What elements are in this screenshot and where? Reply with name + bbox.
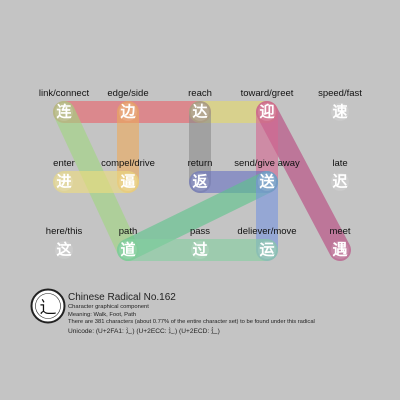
node-guo-char: 过: [192, 240, 208, 259]
radical-meaning: Meaning: Walk, Foot, Path: [68, 311, 137, 318]
radical-count-note: There are 381 characters (about 0.77% of…: [68, 319, 315, 325]
node-guo-marker: [191, 241, 209, 259]
node-jin-marker: [55, 173, 73, 191]
radical-unicode: Unicode: (U+2FA1: 辶) (U+2ECC: ⻌) (U+2ECD…: [68, 327, 220, 335]
nodes-layer: [55, 103, 349, 259]
node-ying-label: toward/greet: [240, 88, 294, 99]
node-yu-label: meet: [329, 226, 351, 237]
node-yun-marker: [258, 241, 276, 259]
node-jin-label: enter: [53, 158, 75, 169]
node-chi-label: late: [332, 158, 348, 169]
link-dao-song: [117, 171, 278, 261]
radical-emblem: 辶: [30, 288, 66, 324]
node-lian-char: 连: [56, 102, 72, 121]
node-su-label: speed/fast: [318, 88, 362, 99]
node-jin-char: 进: [56, 172, 72, 191]
node-ying-marker: [258, 103, 276, 121]
node-bi-marker: [119, 173, 137, 191]
radical-info: Chinese Radical No.162 Character graphic…: [68, 292, 394, 336]
node-fan-marker: [191, 173, 209, 191]
node-dao-char: 道: [120, 240, 136, 259]
node-da-char: 达: [192, 102, 208, 121]
node-da-label: reach: [188, 88, 212, 99]
emblem-glyph: 辶: [40, 298, 57, 318]
node-dao-label: path: [118, 226, 138, 237]
node-lian-label: link/connect: [38, 88, 90, 99]
node-yun-label: deliever/move: [237, 226, 297, 237]
node-zhe-marker: [55, 241, 73, 259]
node-bian-label: edge/side: [107, 88, 149, 99]
node-guo-label: pass: [189, 226, 211, 237]
node-chi-char: 迟: [332, 172, 348, 191]
node-fan-label: return: [187, 158, 213, 169]
node-song-label: send/give away: [234, 158, 300, 169]
node-yu-marker: [331, 241, 349, 259]
node-song-marker: [258, 173, 276, 191]
node-zhe-label: here/this: [45, 226, 83, 237]
node-bi-label: compel/drive: [101, 158, 155, 169]
node-bian-char: 边: [120, 102, 136, 121]
node-zhe-char: 这: [56, 240, 72, 259]
node-ying-char: 迎: [259, 102, 275, 121]
node-chi-marker: [331, 173, 349, 191]
link-ying-yu: [256, 101, 351, 261]
node-dao-marker: [119, 241, 137, 259]
node-bian-marker: [119, 103, 137, 121]
node-da-marker: [191, 103, 209, 121]
radical-subtitle: Character graphical component: [68, 304, 149, 310]
node-song-char: 送: [259, 172, 275, 191]
node-yun-char: 运: [259, 240, 275, 259]
node-lian-marker: [55, 103, 73, 121]
node-fan-char: 返: [192, 172, 208, 191]
radical-title: Chinese Radical No.162: [68, 292, 176, 303]
node-bi-char: 逼: [120, 172, 136, 191]
links-layer: [53, 101, 351, 261]
node-su-char: 速: [332, 102, 348, 121]
node-yu-char: 遇: [332, 240, 348, 259]
node-su-marker: [331, 103, 349, 121]
